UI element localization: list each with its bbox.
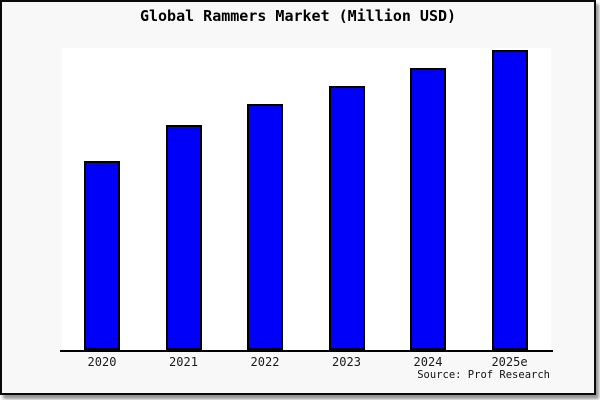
bar-2025e	[491, 50, 528, 350]
bar-2023	[328, 86, 365, 350]
x-tick-label-2025e: 2025e	[491, 355, 528, 369]
x-tick-label-2022: 2022	[250, 355, 280, 369]
chart-title: Global Rammers Market (Million USD)	[139, 7, 457, 25]
x-tick-label-2020: 2020	[87, 355, 117, 369]
bar-2024	[410, 68, 446, 350]
bar-2022	[247, 104, 283, 350]
bar-2020	[84, 161, 120, 350]
source-note: Source: Prof Research	[417, 369, 550, 381]
x-tick-label-2024: 2024	[413, 355, 443, 369]
bar-2021	[165, 125, 202, 350]
x-tick-label-2021: 2021	[169, 355, 198, 369]
x-tick-label-2023: 2023	[332, 355, 361, 369]
x-axis-line	[60, 350, 553, 352]
plot-area	[62, 48, 551, 350]
